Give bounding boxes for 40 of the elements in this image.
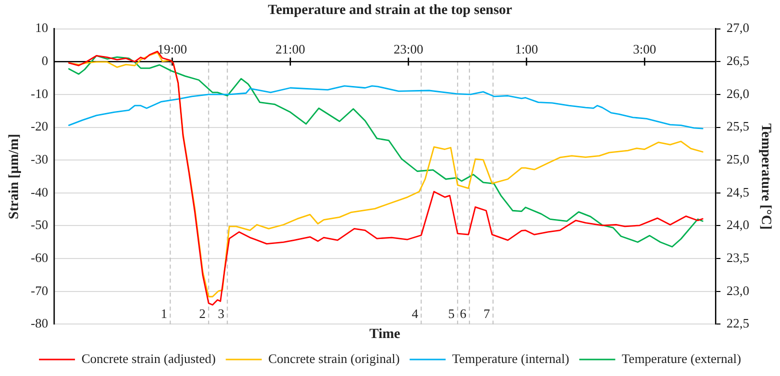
legend-label: Temperature (internal) — [452, 350, 570, 366]
annotation: 4 — [412, 306, 419, 321]
y-tick-label: -30 — [30, 152, 48, 167]
y2-tick-label: 26,5 — [726, 53, 750, 68]
x-tick-label: 3:00 — [633, 42, 656, 57]
y-tick-label: -40 — [30, 184, 48, 200]
y2-tick-label: 23,0 — [726, 282, 750, 298]
x-tick-label: 1:00 — [514, 42, 538, 57]
annotation: 2 — [199, 306, 206, 321]
y-tick-label: -60 — [30, 250, 48, 265]
y-tick-label: -20 — [30, 118, 48, 134]
chart-title: Temperature and strain at the top sensor — [268, 3, 512, 18]
y-tick-label: -70 — [30, 282, 48, 298]
x-tick-label: 19:00 — [157, 42, 188, 57]
x-tick-label: 21:00 — [276, 42, 306, 57]
y-tick-label: -10 — [30, 86, 48, 101]
y2-axis-title: Temperature [°C] — [758, 123, 773, 230]
annotation: 3 — [218, 306, 224, 321]
annotation: 7 — [484, 306, 491, 321]
legend-label: Concrete strain (adjusted) — [81, 350, 216, 366]
y-axis-title: Strain [µm/m] — [7, 134, 22, 220]
y2-tick-label: 24,5 — [726, 184, 750, 200]
y-tick-label: 10 — [35, 20, 48, 36]
y2-tick-label: 27,0 — [726, 20, 750, 36]
legend-label: Temperature (external) — [622, 350, 742, 366]
y-tick-label: 0 — [42, 53, 48, 68]
x-tick-label: 23:00 — [394, 42, 424, 57]
annotation: 1 — [160, 306, 168, 321]
annotation: 6 — [460, 306, 467, 321]
y2-tick-label: 26,0 — [726, 86, 750, 101]
annotation: 5 — [448, 306, 455, 321]
y2-tick-label: 25,0 — [726, 152, 750, 167]
y-tick-label: -80 — [30, 316, 48, 331]
y-tick-label: -50 — [30, 217, 48, 232]
legend-label: Concrete strain (original) — [268, 350, 400, 366]
y2-tick-label: 25,5 — [726, 118, 750, 134]
y2-tick-label: 23,5 — [726, 250, 750, 265]
y2-tick-label: 22,5 — [726, 316, 750, 331]
x-axis-title: Time — [369, 327, 400, 342]
y2-tick-label: 24,0 — [726, 217, 750, 232]
